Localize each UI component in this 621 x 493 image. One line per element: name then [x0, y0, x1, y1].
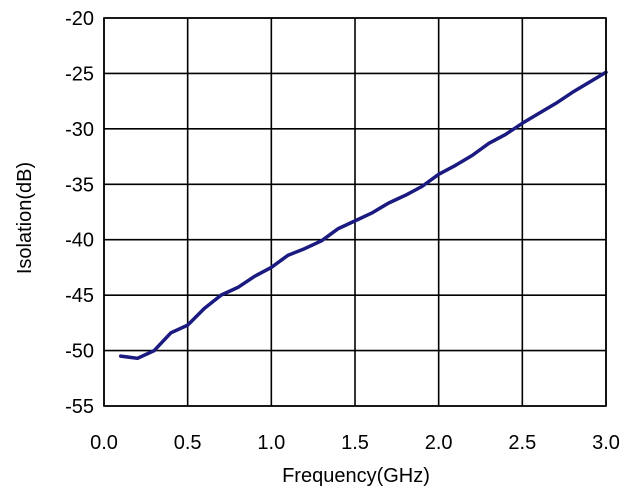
y-tick-label: -35 [65, 174, 94, 196]
plot-border [103, 17, 607, 407]
x-tick-label: 1.0 [257, 432, 285, 454]
x-tick-label: 1.5 [341, 432, 369, 454]
y-tick-label: -30 [65, 119, 94, 141]
x-tick-label: 3.0 [592, 432, 620, 454]
x-tick-label: 2.0 [425, 432, 453, 454]
x-tick-label: 0.0 [90, 432, 118, 454]
y-axis-title: Isolation(dB) [14, 162, 36, 274]
y-tick-label: -50 [65, 341, 94, 363]
grid [103, 17, 607, 407]
x-tick-labels: 0.0 0.5 1.0 1.5 2.0 2.5 3.0 [90, 432, 620, 454]
y-tick-label: -40 [65, 230, 94, 252]
plot-frame [103, 17, 607, 407]
y-tick-label: -45 [65, 285, 94, 307]
y-tick-labels: -20 -25 -30 -35 -40 -45 -50 -55 [65, 8, 94, 418]
x-tick-label: 0.5 [174, 432, 202, 454]
series-line [118, 70, 608, 361]
x-tick-label: 2.5 [508, 432, 536, 454]
y-tick-label: -55 [65, 396, 94, 418]
y-tick-label: -25 [65, 63, 94, 85]
series-lines [118, 70, 608, 361]
x-axis-title: Frequency(GHz) [282, 465, 430, 487]
y-tick-label: -20 [65, 8, 94, 30]
